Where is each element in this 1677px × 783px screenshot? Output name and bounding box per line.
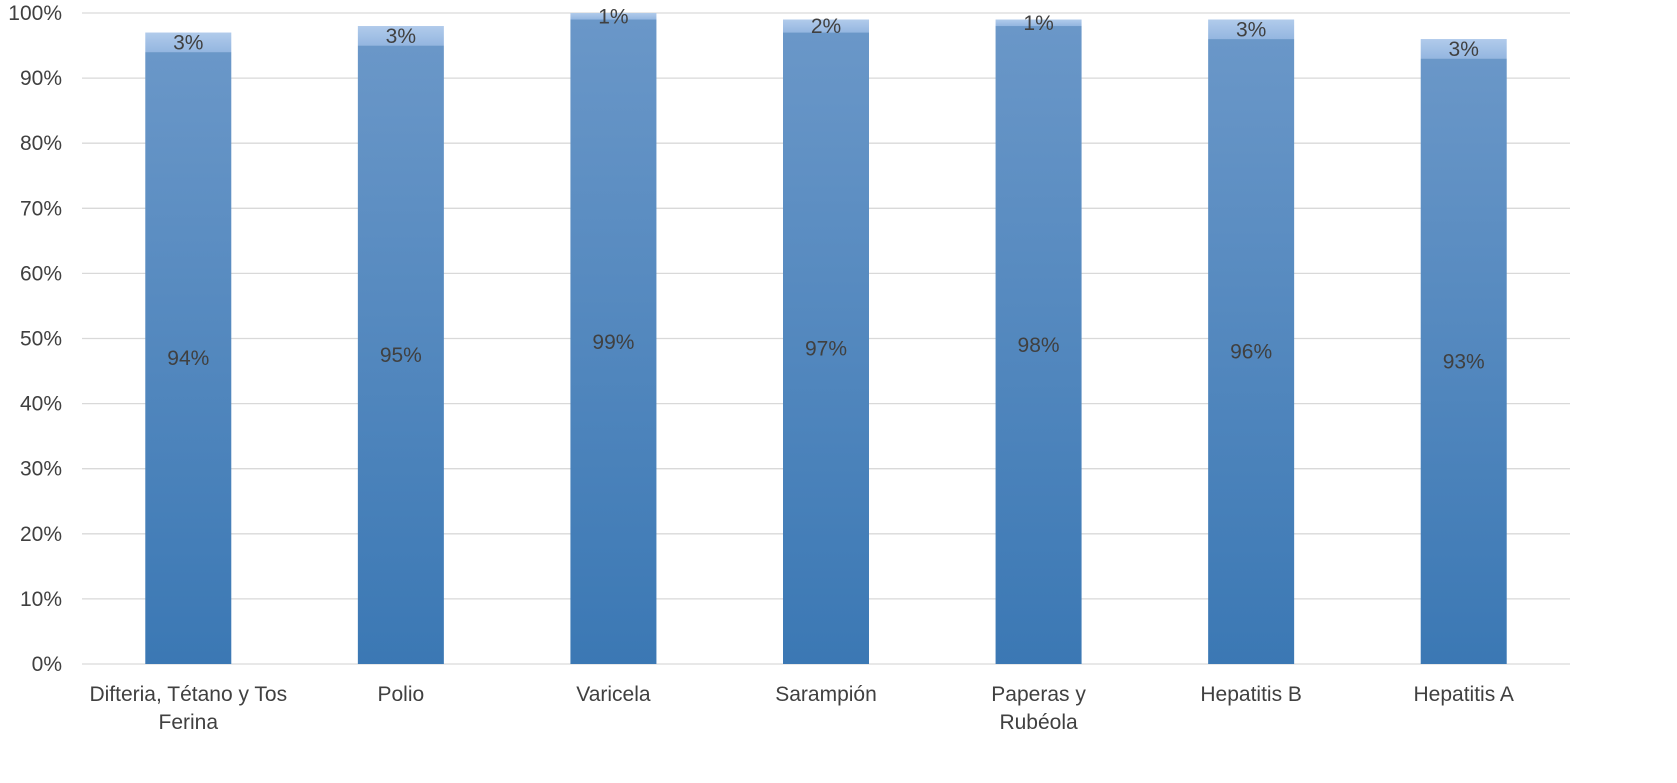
x-category-label: Varicela <box>576 683 651 706</box>
y-tick-label: 40% <box>20 393 62 416</box>
x-category-label: Hepatitis A <box>1414 683 1514 706</box>
x-category-line: Paperas y <box>991 683 1086 706</box>
data-label: 93% <box>1443 350 1485 373</box>
bar-segment <box>570 19 657 664</box>
bar-segment <box>1420 58 1507 664</box>
data-label: 95% <box>380 344 422 367</box>
x-category-label: Difteria, Tétano y Tos Ferina <box>89 683 287 734</box>
x-category-line: Hepatitis A <box>1414 683 1514 706</box>
data-label: 3% <box>173 31 203 54</box>
bar-segment <box>783 19 869 33</box>
y-tick-label: 90% <box>20 67 62 90</box>
bar-segment <box>1208 39 1295 665</box>
data-label: 94% <box>167 347 209 370</box>
x-category-line: Sarampión <box>775 683 877 706</box>
x-category-line: Polio <box>378 683 425 706</box>
x-category-line: Hepatitis B <box>1200 683 1302 706</box>
bar-segment <box>145 52 232 665</box>
x-category-label: Paperas y Rubéola <box>991 683 1086 734</box>
y-tick-label: 0% <box>32 653 62 676</box>
y-tick-label: 60% <box>20 262 62 285</box>
bar-segment <box>570 13 657 20</box>
bar-segment <box>1208 19 1295 40</box>
data-label: 98% <box>1018 334 1060 357</box>
bar-segment <box>357 45 444 665</box>
x-axis-categories: Difteria, Tétano y Tos Ferina Polio Varicel… <box>89 683 1513 734</box>
y-tick-label: 10% <box>20 588 62 611</box>
bars <box>145 13 1507 665</box>
y-tick-label: 80% <box>20 132 62 155</box>
x-category-line: Rubéola <box>999 711 1078 734</box>
bar-segment <box>145 32 232 53</box>
x-category-label: Polio <box>378 683 425 706</box>
data-label: 2% <box>811 15 841 38</box>
x-category-line: Ferina <box>159 711 219 734</box>
data-label: 1% <box>598 5 628 28</box>
bar-segment <box>995 19 1082 27</box>
bar-segment <box>1420 39 1507 59</box>
data-labels: 94% 3% 95% 3% 99% 1% 97% 2% 98% 1% 96% 3% 93% 3% <box>167 5 1484 373</box>
x-category-line: Varicela <box>576 683 651 706</box>
x-category-line: Difteria, Tétano y Tos <box>89 683 287 706</box>
data-label: 3% <box>386 25 416 48</box>
bar-segment <box>357 26 444 46</box>
y-axis-ticks: 0% 10% 20% 30% 40% 50% 60% 70% 80% 90% 100% <box>8 2 62 676</box>
data-label: 96% <box>1230 341 1272 364</box>
data-label: 99% <box>592 331 634 354</box>
y-tick-label: 50% <box>20 328 62 351</box>
y-tick-label: 20% <box>20 523 62 546</box>
bar-segment <box>783 32 869 664</box>
y-tick-label: 100% <box>8 2 62 25</box>
y-tick-label: 30% <box>20 458 62 481</box>
x-category-label: Hepatitis B <box>1200 683 1302 706</box>
y-tick-label: 70% <box>20 197 62 220</box>
bar-segment <box>995 26 1082 664</box>
data-label: 1% <box>1023 12 1053 35</box>
data-label: 3% <box>1236 18 1266 41</box>
data-label: 3% <box>1449 38 1479 61</box>
x-category-label: Sarampión <box>775 683 877 706</box>
data-label: 97% <box>805 337 847 360</box>
